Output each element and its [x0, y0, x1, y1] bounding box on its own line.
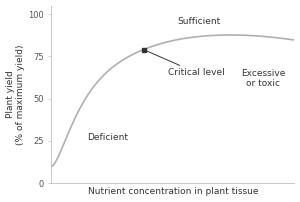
Text: Critical level: Critical level — [146, 51, 225, 77]
Text: Sufficient: Sufficient — [178, 17, 221, 26]
Text: Deficient: Deficient — [88, 133, 129, 142]
X-axis label: Nutrient concentration in plant tissue: Nutrient concentration in plant tissue — [88, 187, 258, 196]
Y-axis label: Plant yield
(% of maximum yield): Plant yield (% of maximum yield) — [6, 44, 25, 145]
Text: Excessive
or toxic: Excessive or toxic — [241, 69, 285, 88]
